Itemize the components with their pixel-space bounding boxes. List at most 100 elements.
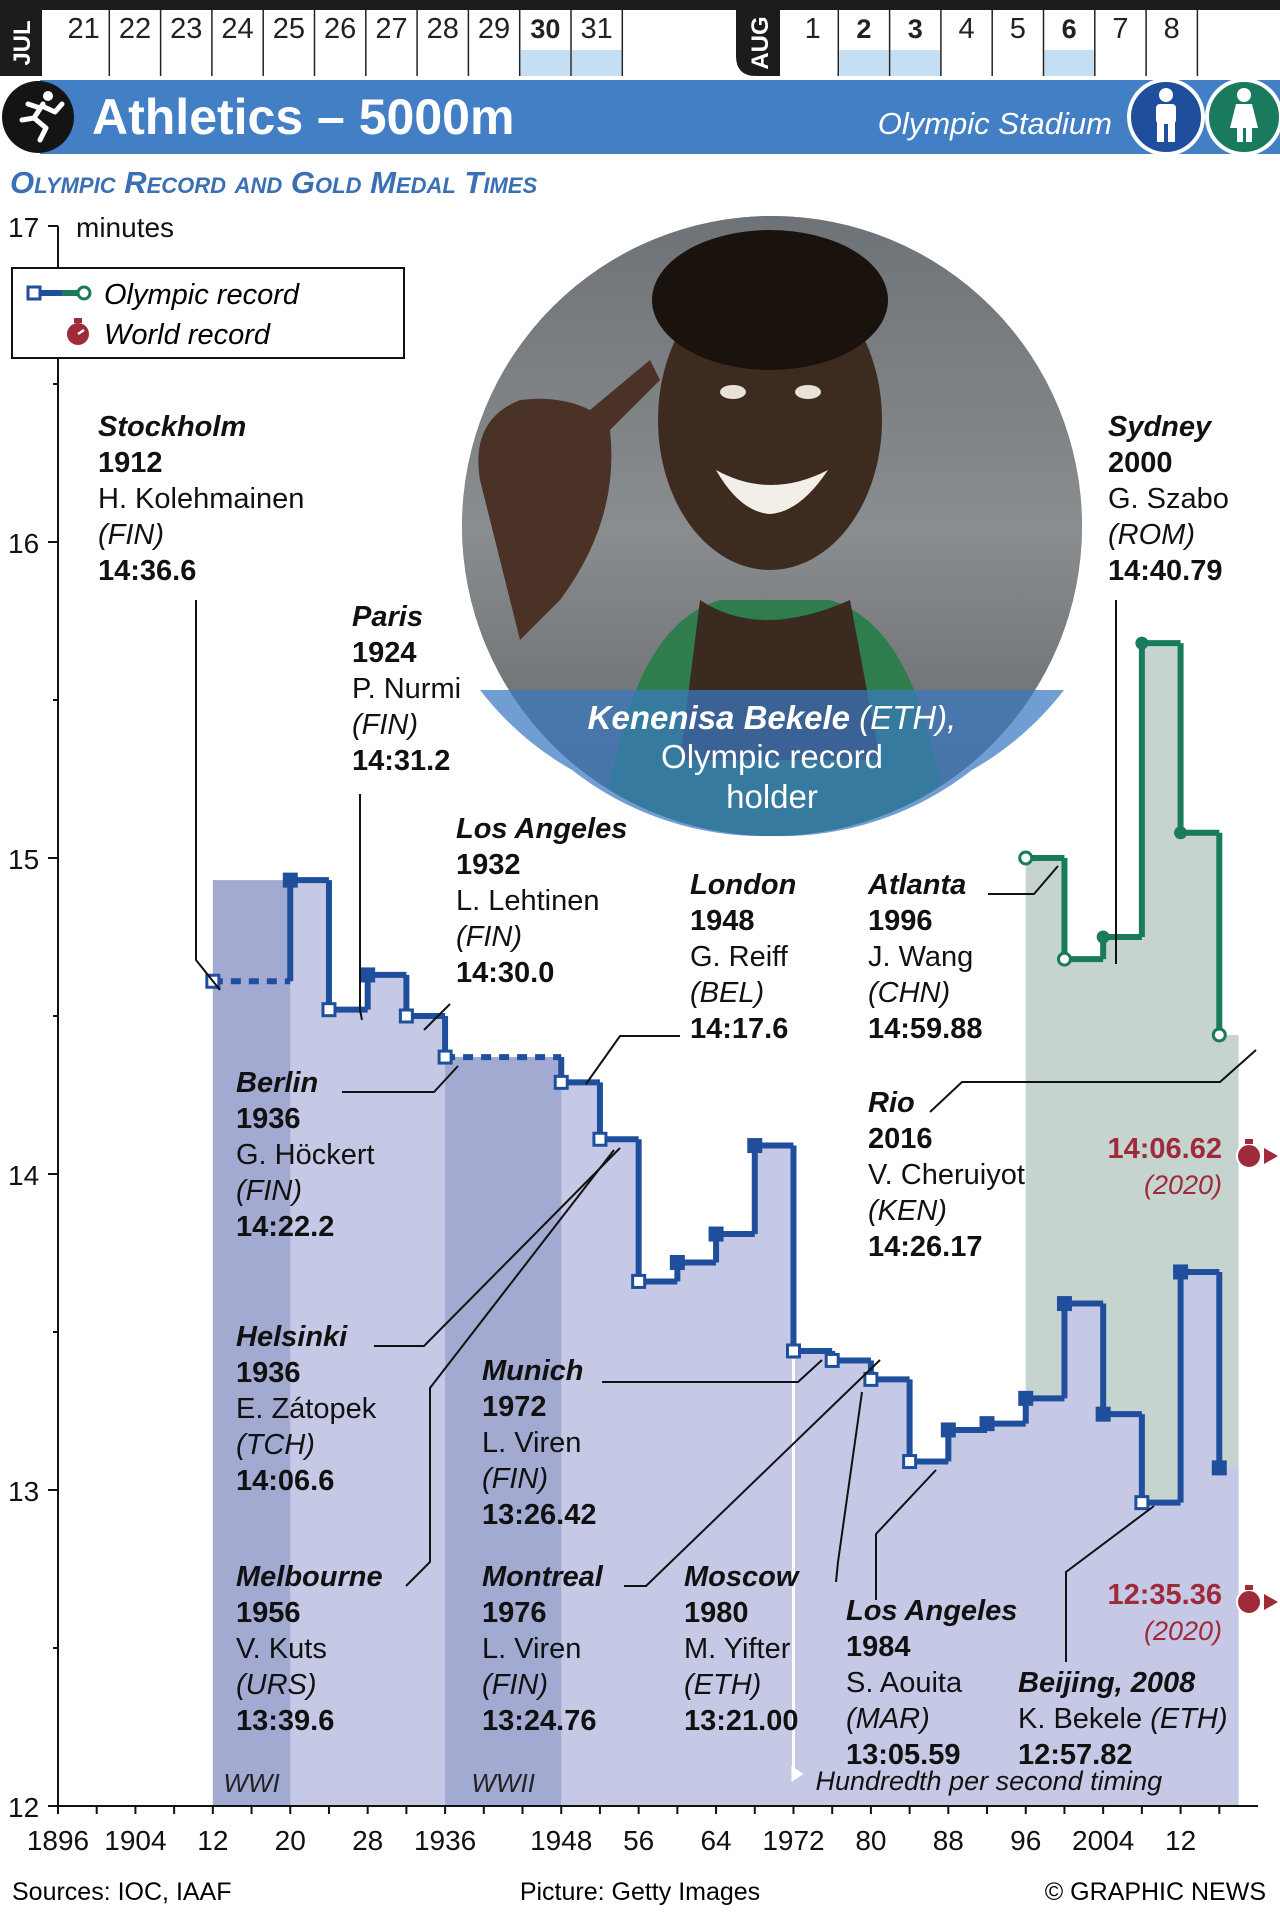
annotation-13-line-0: Sydney — [1108, 411, 1213, 443]
annotation-8-line-2: L. Viren — [482, 1633, 581, 1665]
annotation-9-line-3: (ETH) — [684, 1669, 761, 1701]
leader-line — [195, 600, 221, 991]
y-tick-label-13: 13 — [8, 1476, 39, 1507]
leader-line — [342, 1065, 459, 1093]
copyright: © GRAPHIC NEWS — [1045, 1878, 1266, 1906]
annotation-2-line-1: 1932 — [456, 849, 521, 881]
annotation-9-line-2: M. Yifter — [684, 1633, 791, 1665]
annotation-9-line-0: Moscow — [684, 1561, 801, 1593]
annotation-3: Berlin 1936 G. Höckert (FIN) 14:22.2 — [236, 1065, 459, 1243]
annotation-1-line-1: 1924 — [352, 637, 417, 669]
annotation-1-line-3: (FIN) — [352, 709, 418, 741]
data-point-1980 — [863, 1371, 879, 1387]
annotations: Stockholm 1912 H. Kolehmainen (FIN) 14:36.6 P… — [98, 411, 1278, 1771]
data-point-2004 — [1095, 1406, 1111, 1422]
annotation-7: Munich 1972 L. Viren (FIN) 13:26.42 — [482, 1355, 823, 1531]
annotation-2-line-0: Los Angeles — [456, 813, 627, 845]
annotation-9-line-1: 1980 — [684, 1597, 749, 1629]
annotation-10-line-2: S. Aouita — [846, 1667, 963, 1699]
legend: Olympic record World record — [11, 267, 405, 359]
leader-line — [1065, 1505, 1155, 1662]
data-point-2000 — [1056, 951, 1072, 967]
calendar-highlight — [839, 50, 889, 76]
data-point-1964 — [708, 1226, 724, 1242]
data-point-1932 — [398, 1008, 414, 1024]
world-record-time: 14:06.62 — [1108, 1133, 1223, 1165]
annotation-13-line-4: 14:40.79 — [1108, 555, 1223, 587]
annotation-13-line-1: 2000 — [1108, 447, 1173, 479]
aug-day-7: 7 — [1112, 13, 1128, 45]
photo-caption-line1: Kenenisa Bekele (ETH), — [588, 699, 957, 736]
annotation-10-line-4: 13:05.59 — [846, 1739, 961, 1771]
aug-day-6: 6 — [1062, 14, 1077, 44]
annotation-5-line-3: (TCH) — [236, 1429, 315, 1461]
annotation-8: Montreal 1976 L. Viren (FIN) 13:24.76 — [482, 1359, 881, 1737]
runner-icon — [19, 91, 65, 143]
x-tick-label-2: 12 — [197, 1825, 228, 1856]
annotation-14-line-2: V. Cheruiyot — [868, 1159, 1025, 1191]
annotation-12-line-2: J. Wang — [868, 941, 973, 973]
calendar-strip: JUL AUG 21 22 23 24 25 26 27 28 29 30 31 1 2 3 4 5 6 7 8 — [0, 0, 1280, 76]
annotation-12-line-3: (CHN) — [868, 977, 950, 1009]
data-point-2012 — [1174, 826, 1188, 840]
leader-line — [929, 1049, 1257, 1113]
y-tick-label-12: 12 — [8, 1792, 39, 1823]
stopwatch-icon — [1236, 1585, 1278, 1615]
x-tick-label-12: 96 — [1010, 1825, 1041, 1856]
annotation-8-line-0: Montreal — [482, 1561, 604, 1593]
war-band-wwi — [212, 880, 291, 1806]
x-tick-label-13: 2004 — [1072, 1825, 1134, 1856]
annotation-4-line-0: London — [690, 869, 796, 901]
x-tick-label-1: 1904 — [104, 1825, 166, 1856]
wwii-label: WWII — [471, 1768, 535, 1798]
leader-line — [585, 1035, 680, 1085]
footer: Sources: IOC, IAAF Picture: Getty Images… — [12, 1878, 1266, 1906]
photo-caption-line2: Olympic record — [661, 738, 883, 775]
world-record-1: 12:35.36 (2020) — [1108, 1579, 1278, 1646]
calendar-highlight — [1044, 50, 1094, 76]
leader-line — [988, 865, 1059, 895]
annotation-0-line-4: 14:36.6 — [98, 555, 196, 587]
annotation-8-line-1: 1976 — [482, 1597, 547, 1629]
annotation-10: Los Angeles 1984 S. Aouita (MAR) 13:05.59 — [846, 1469, 1017, 1771]
annotation-14-line-1: 2016 — [868, 1123, 933, 1155]
olympic-record-legend-icon — [26, 285, 92, 301]
stopwatch-crown — [1245, 1139, 1253, 1144]
annotation-3-line-1: 1936 — [236, 1103, 301, 1135]
annotation-14-line-4: 14:26.17 — [868, 1231, 983, 1263]
annotation-0-line-0: Stockholm — [98, 411, 246, 443]
annotation-0-line-1: 1912 — [98, 447, 163, 479]
page-title: Athletics – 5000m — [92, 89, 514, 145]
annotation-7-line-4: 13:26.42 — [482, 1499, 597, 1531]
x-tick-label-5: 1936 — [414, 1825, 476, 1856]
data-point-1992 — [979, 1416, 995, 1432]
aug-day-5: 5 — [1010, 13, 1026, 45]
athlete-photo: Kenenisa Bekele (ETH), Olympic record ho… — [462, 216, 1082, 837]
jul-day-28: 28 — [427, 13, 459, 45]
legend-olympic-record: Olympic record — [104, 279, 300, 311]
stopwatch-icon — [1236, 1139, 1278, 1169]
aug-day-3: 3 — [908, 14, 923, 44]
annotation-6-line-4: 13:39.6 — [236, 1705, 334, 1737]
data-point-1968 — [747, 1138, 763, 1154]
annotation-12-line-4: 14:59.88 — [868, 1013, 983, 1045]
data-point-1996 — [1018, 1390, 1034, 1406]
x-tick-label-11: 88 — [933, 1825, 964, 1856]
annotation-14: Rio 2016 V. Cheruiyot (KEN) 14:26.17 — [868, 1049, 1257, 1263]
picture-credit: Picture: Getty Images — [520, 1878, 760, 1906]
annotation-14-line-0: Rio — [868, 1087, 915, 1119]
annotation-11-line-0: Beijing, 2008 — [1018, 1667, 1196, 1699]
annotation-3-line-2: G. Höckert — [236, 1139, 375, 1171]
annotation-6-line-3: (URS) — [236, 1669, 317, 1701]
x-tick-label-6: 1948 — [530, 1825, 592, 1856]
woman-figure-icon — [1230, 88, 1258, 142]
data-point-1988 — [940, 1422, 956, 1438]
jul-day-25: 25 — [273, 13, 305, 45]
data-point-1956 — [631, 1273, 647, 1289]
data-point-2008 — [1134, 1495, 1150, 1511]
annotation-1-line-4: 14:31.2 — [352, 745, 450, 777]
data-point-1952 — [592, 1131, 608, 1147]
women-series — [1018, 636, 1227, 1043]
x-tick-label-14: 12 — [1165, 1825, 1196, 1856]
